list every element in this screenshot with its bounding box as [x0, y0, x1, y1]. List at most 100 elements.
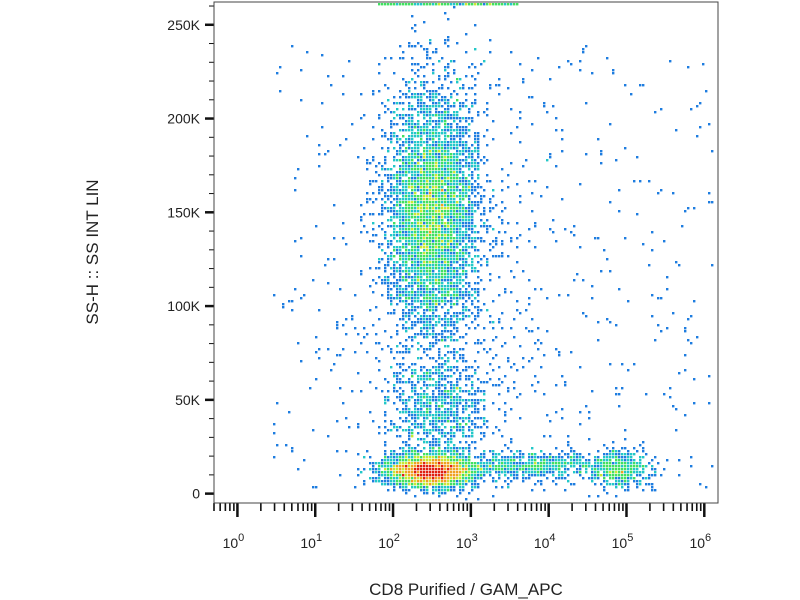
density-dot [399, 465, 402, 468]
density-dot [378, 189, 381, 192]
density-dot [387, 480, 390, 483]
density-dot [447, 366, 450, 369]
density-dot [711, 465, 714, 468]
density-dot [435, 96, 438, 99]
density-dot [396, 159, 399, 162]
density-dot [402, 93, 405, 96]
density-dot [381, 186, 384, 189]
density-dot [402, 243, 405, 246]
density-dot [432, 318, 435, 321]
density-dot [435, 321, 438, 324]
density-dot [417, 228, 420, 231]
density-dot [420, 399, 423, 402]
density-dot [426, 456, 429, 459]
density-dot [459, 213, 462, 216]
density-dot [429, 189, 432, 192]
density-dot [447, 225, 450, 228]
density-dot [429, 375, 432, 378]
density-dot [498, 84, 501, 87]
density-dot [627, 450, 630, 453]
density-dot [450, 321, 453, 324]
density-dot [639, 480, 642, 483]
density-dot [588, 462, 591, 465]
density-dot [639, 483, 642, 486]
density-dot [402, 483, 405, 486]
density-dot [441, 96, 444, 99]
y-tick-label: 0 [192, 486, 200, 502]
density-dot [594, 483, 597, 486]
density-dot [432, 471, 435, 474]
density-dot [621, 477, 624, 480]
density-dot [438, 303, 441, 306]
density-dot [396, 249, 399, 252]
density-dot [405, 114, 408, 117]
density-dot [414, 189, 417, 192]
density-dot [435, 180, 438, 183]
density-dot [615, 465, 618, 468]
density-dot [459, 480, 462, 483]
density-dot [477, 3, 480, 6]
density-dot [423, 225, 426, 228]
density-dot [402, 57, 405, 60]
density-dot [573, 483, 576, 486]
density-dot [489, 378, 492, 381]
density-dot [396, 378, 399, 381]
density-dot [411, 471, 414, 474]
density-dot [393, 216, 396, 219]
density-dot [396, 453, 399, 456]
density-dot [477, 192, 480, 195]
density-dot [426, 348, 429, 351]
density-dot [381, 207, 384, 210]
density-dot [531, 69, 534, 72]
density-dot [462, 267, 465, 270]
density-dot [390, 312, 393, 315]
density-dot [621, 453, 624, 456]
density-dot [444, 264, 447, 267]
density-dot [411, 237, 414, 240]
density-dot [447, 195, 450, 198]
density-dot [711, 201, 714, 204]
density-dot [489, 471, 492, 474]
density-dot [504, 414, 507, 417]
density-dot [456, 288, 459, 291]
density-dot [426, 402, 429, 405]
density-dot [438, 156, 441, 159]
density-dot [414, 363, 417, 366]
density-dot [441, 150, 444, 153]
density-dot [435, 288, 438, 291]
density-dot [549, 420, 552, 423]
density-dot [495, 456, 498, 459]
density-dot [429, 162, 432, 165]
density-dot [474, 162, 477, 165]
density-dot [444, 261, 447, 264]
density-dot [624, 471, 627, 474]
density-dot [579, 453, 582, 456]
density-dot [417, 171, 420, 174]
density-dot [564, 459, 567, 462]
density-dot [408, 315, 411, 318]
density-dot [582, 465, 585, 468]
density-dot [357, 156, 360, 159]
density-dot [411, 162, 414, 165]
density-dot [459, 228, 462, 231]
density-dot [513, 387, 516, 390]
density-dot [369, 183, 372, 186]
density-dot [642, 441, 645, 444]
density-dot [387, 396, 390, 399]
density-dot [423, 177, 426, 180]
density-dot [564, 381, 567, 384]
density-dot [423, 183, 426, 186]
density-dot [531, 96, 534, 99]
density-dot [435, 483, 438, 486]
density-dot [435, 273, 438, 276]
density-dot [390, 483, 393, 486]
density-dot [414, 447, 417, 450]
density-dot [615, 474, 618, 477]
density-dot [468, 237, 471, 240]
density-dot [414, 216, 417, 219]
density-dot [417, 426, 420, 429]
density-dot [384, 402, 387, 405]
density-dot [426, 489, 429, 492]
density-dot [426, 411, 429, 414]
density-dot [477, 114, 480, 117]
